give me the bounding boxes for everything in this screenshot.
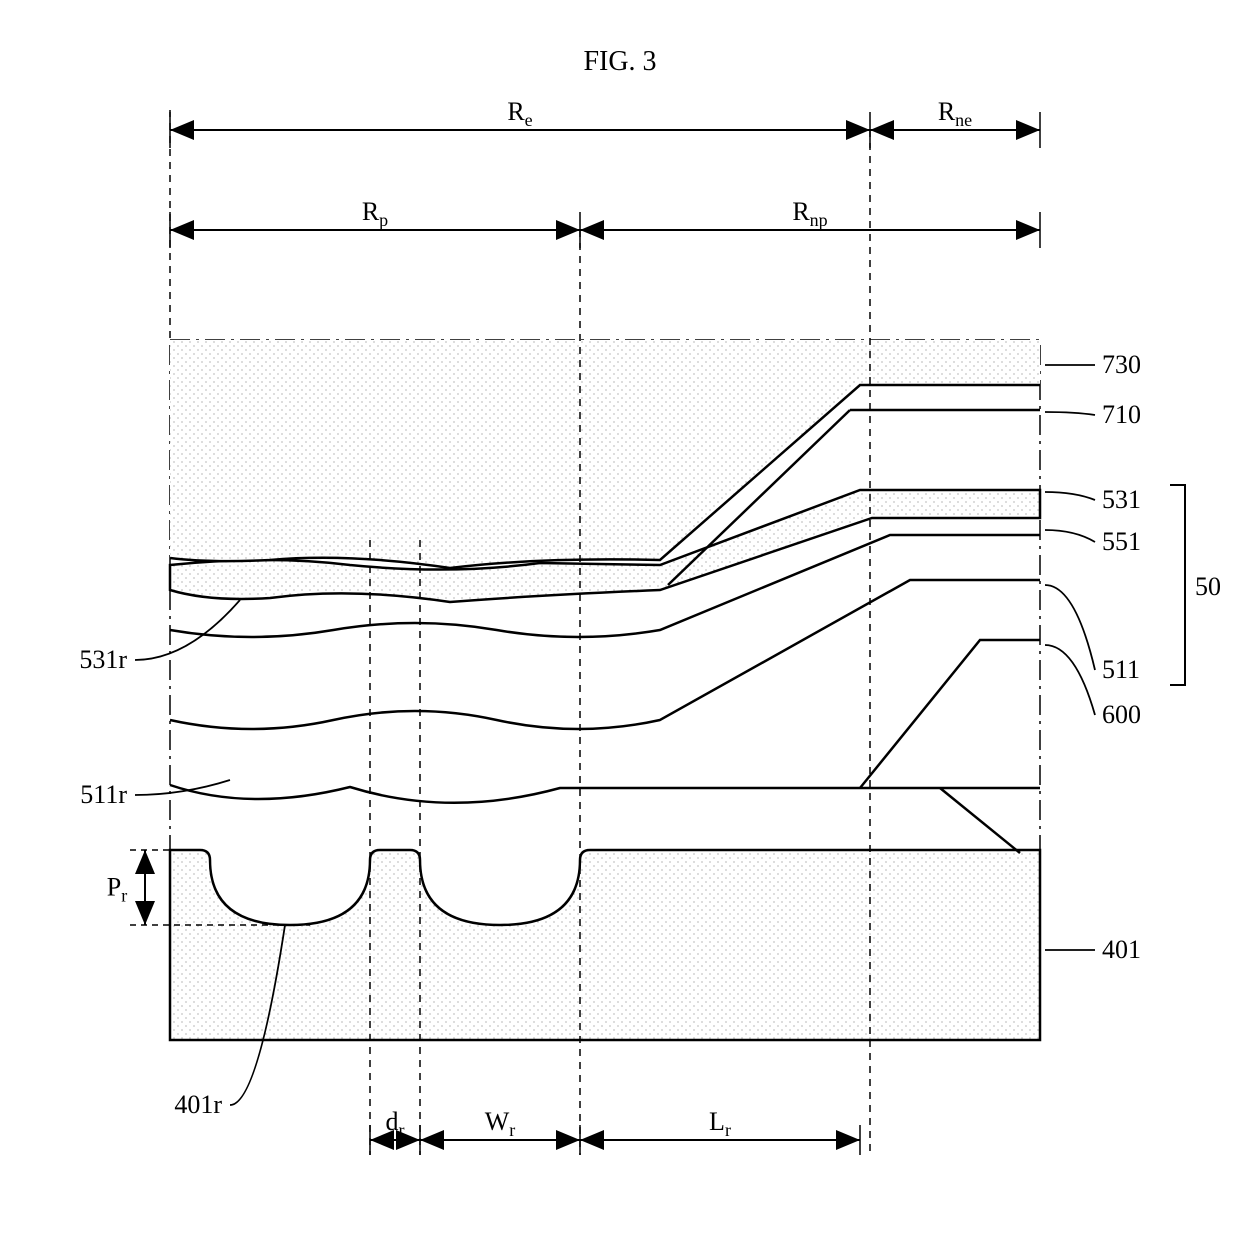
- svg-text:Pr: Pr: [107, 873, 127, 906]
- svg-text:dr: dr: [386, 1107, 405, 1140]
- svg-text:511r: 511r: [80, 780, 127, 809]
- svg-text:Re: Re: [507, 97, 532, 130]
- svg-text:551: 551: [1102, 527, 1141, 556]
- svg-text:531: 531: [1102, 485, 1141, 514]
- svg-text:501: 501: [1195, 572, 1220, 601]
- svg-text:600: 600: [1102, 700, 1141, 729]
- svg-text:Rnp: Rnp: [792, 197, 827, 230]
- svg-text:730: 730: [1102, 350, 1141, 379]
- svg-text:710: 710: [1102, 400, 1141, 429]
- figure-container: FIG. 3 Re Rne Rp Rnp dr Wr Lr Pr 730 710 531 551 511 6…: [20, 20, 1220, 1240]
- svg-text:FIG. 3: FIG. 3: [583, 46, 656, 77]
- svg-text:401: 401: [1102, 935, 1141, 964]
- diagram-svg: FIG. 3 Re Rne Rp Rnp dr Wr Lr Pr 730 710 531 551 511 6…: [20, 20, 1220, 1240]
- svg-text:Wr: Wr: [485, 1107, 516, 1140]
- svg-text:401r: 401r: [174, 1090, 222, 1119]
- svg-text:511: 511: [1102, 655, 1140, 684]
- svg-text:Rne: Rne: [938, 97, 972, 130]
- svg-text:531r: 531r: [79, 645, 127, 674]
- svg-text:Rp: Rp: [362, 197, 388, 230]
- svg-text:Lr: Lr: [709, 1107, 731, 1140]
